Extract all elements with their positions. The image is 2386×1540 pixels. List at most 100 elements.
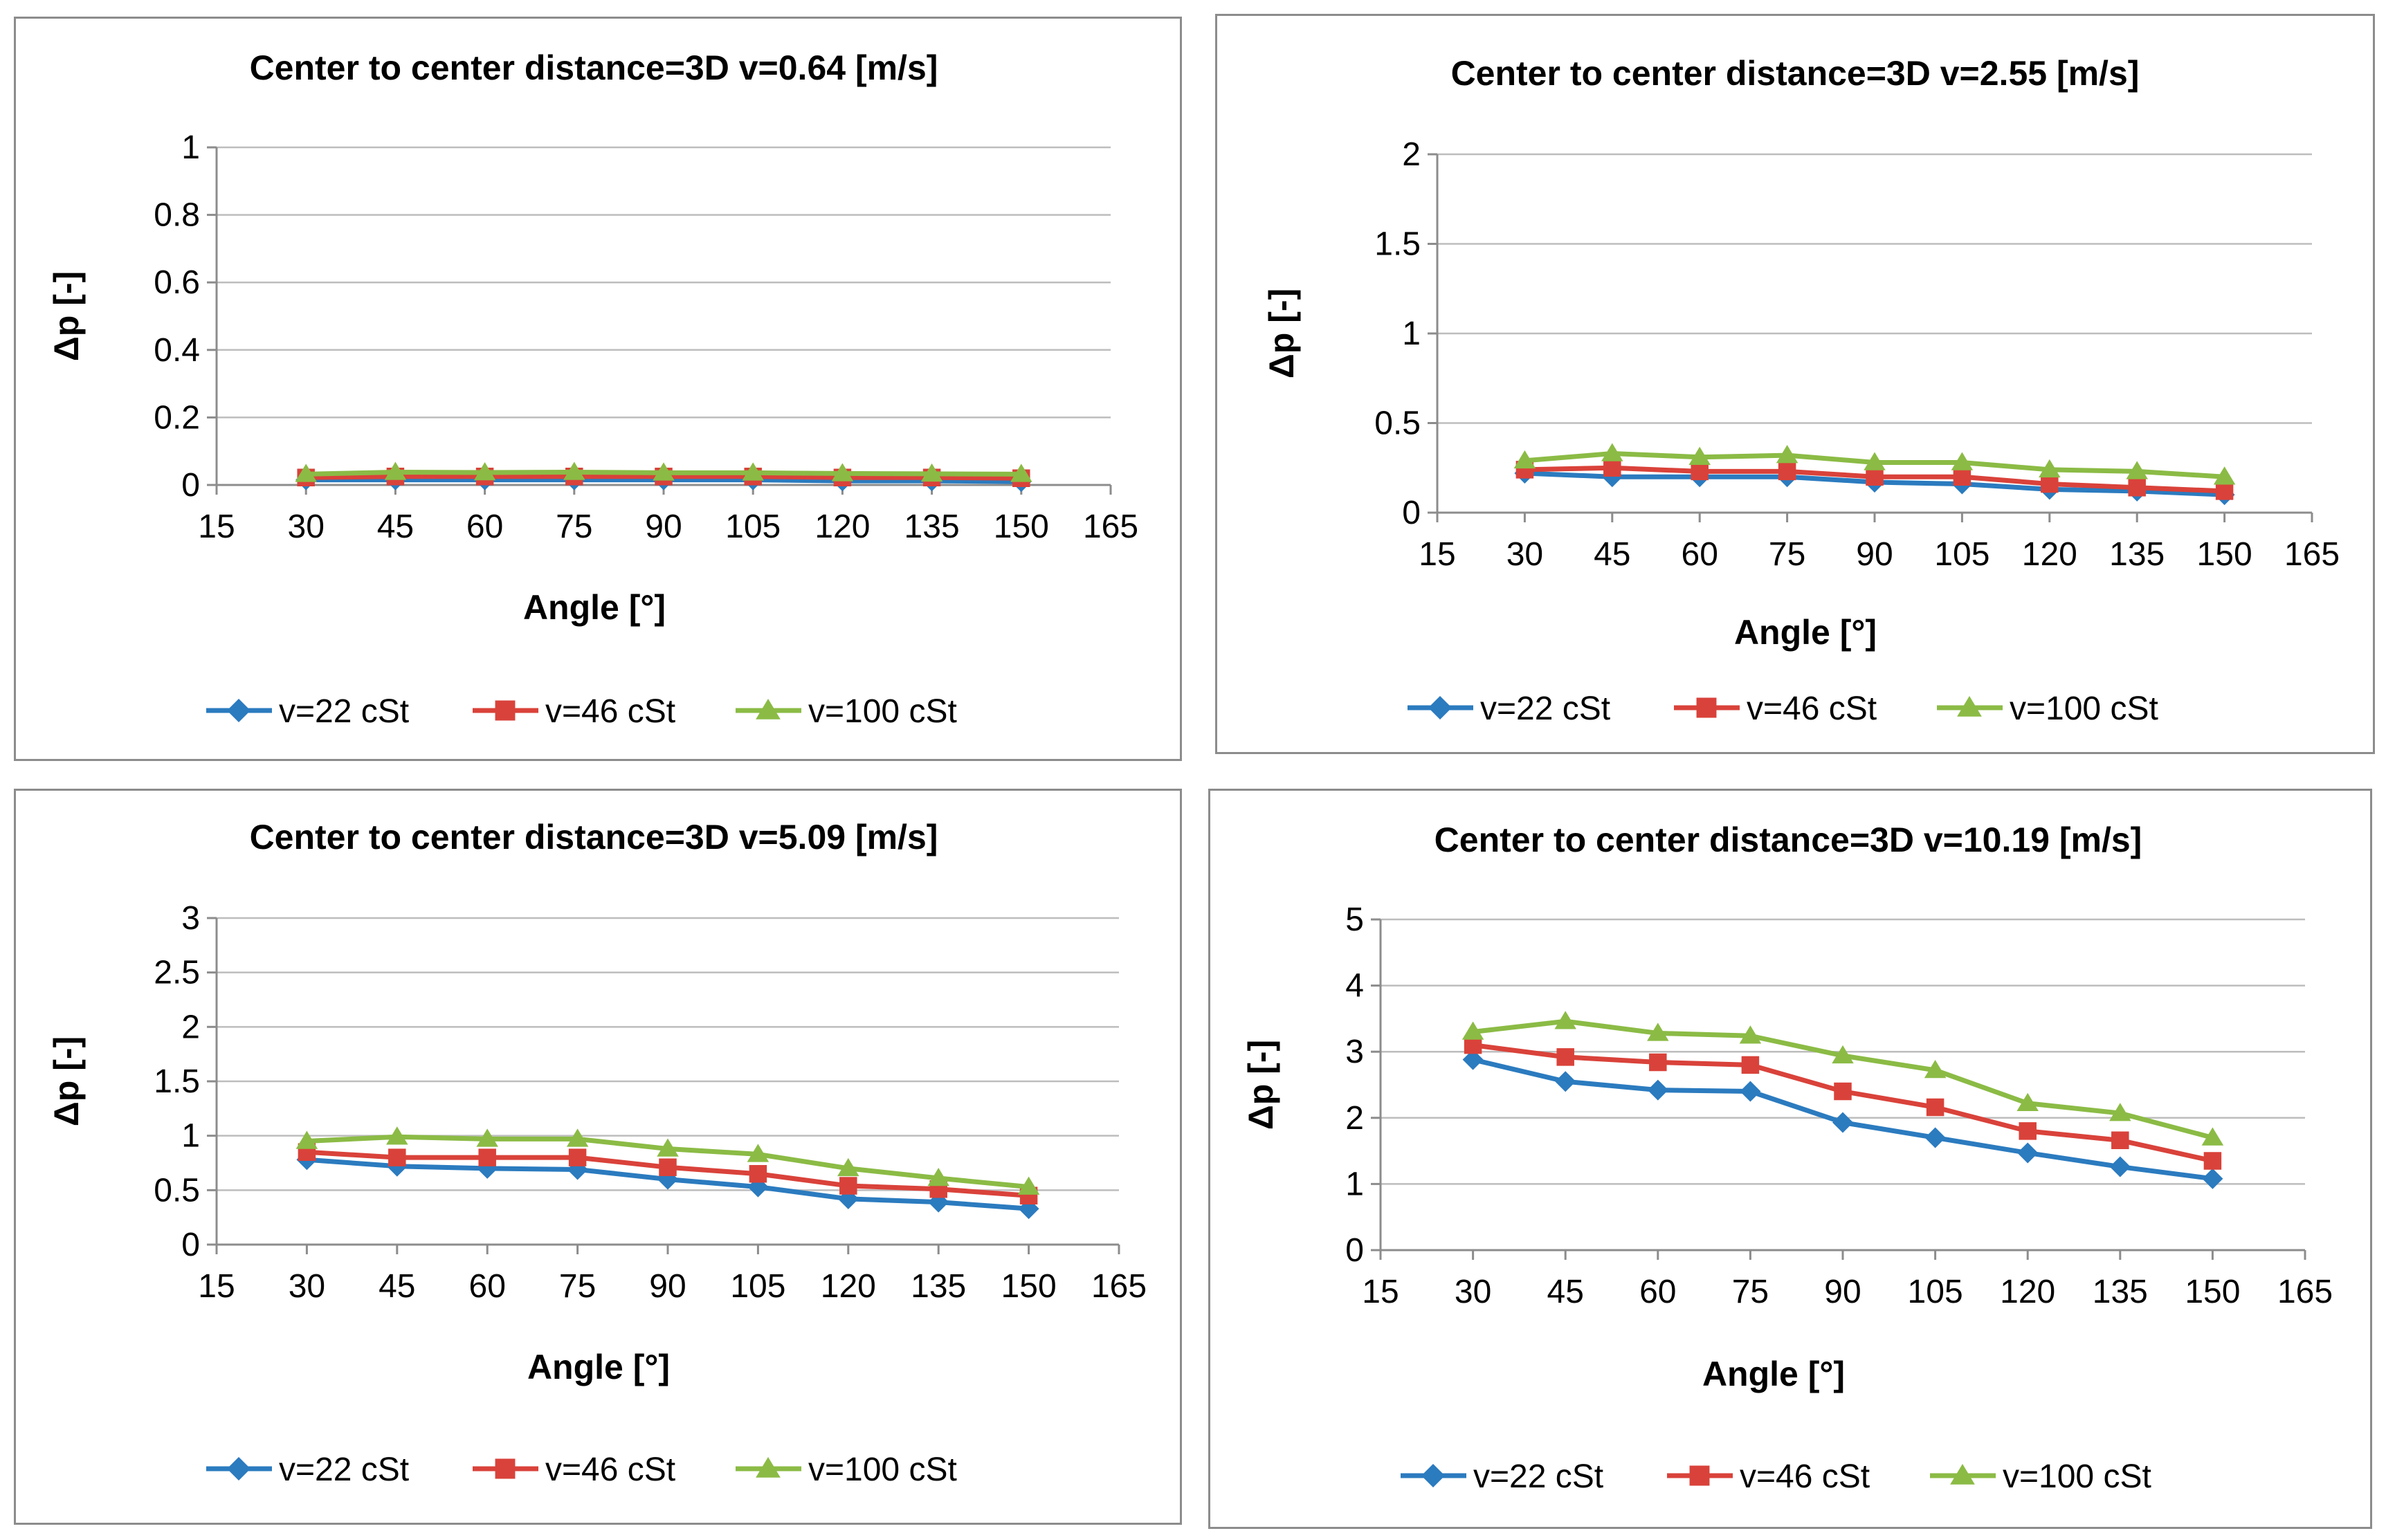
- x-tick-label: 150: [1001, 1268, 1057, 1305]
- legend-label: v=46 cSt: [545, 1451, 675, 1488]
- x-tick-label: 90: [645, 508, 682, 545]
- y-tick-label: 1: [1402, 315, 1421, 352]
- data-point-square: [2128, 478, 2146, 497]
- x-axis-title: Angle [°]: [527, 1348, 670, 1386]
- x-tick-label: 75: [1769, 536, 1805, 573]
- legend-marker-square: [495, 1458, 516, 1479]
- y-tick-label: 2: [181, 1009, 200, 1045]
- data-point-triangle: [927, 1168, 949, 1186]
- y-tick-label: 0.5: [154, 1172, 200, 1209]
- x-axis-title: Angle [°]: [523, 588, 666, 627]
- data-point-triangle: [2213, 466, 2236, 485]
- data-point-diamond: [747, 1176, 769, 1198]
- data-point-triangle: [831, 463, 854, 482]
- data-point-square: [2019, 1122, 2037, 1140]
- chart-2-svg: Center to center distance=3D v=2.55 [m/s…: [1262, 54, 2340, 727]
- chart-panel-4: Center to center distance=3D v=10.19 [m/…: [1208, 789, 2372, 1529]
- data-point-square: [1926, 1098, 1945, 1117]
- y-tick-label: 1: [1345, 1166, 1364, 1202]
- data-point-square: [1649, 1053, 1667, 1072]
- legend-label: v=100 cSt: [808, 693, 957, 730]
- data-point-diamond: [2017, 1142, 2039, 1164]
- x-tick-label: 90: [649, 1268, 686, 1305]
- data-point-square: [1556, 1048, 1574, 1066]
- data-point-triangle: [1951, 452, 1974, 470]
- x-tick-label: 105: [1908, 1274, 1963, 1310]
- y-tick-label: 0: [1345, 1232, 1364, 1269]
- data-point-diamond: [837, 1188, 859, 1209]
- chart-3-svg: Center to center distance=3D v=5.09 [m/s…: [47, 818, 1147, 1488]
- x-tick-label: 105: [730, 1268, 785, 1305]
- legend-label: v=22 cSt: [279, 693, 409, 730]
- data-point-triangle: [2126, 461, 2148, 479]
- legend-marker-square: [1696, 697, 1717, 718]
- data-point-triangle: [837, 1157, 859, 1177]
- x-tick-label: 135: [2093, 1274, 2148, 1310]
- y-tick-label: 0.2: [154, 399, 200, 436]
- data-point-square: [2111, 1131, 2129, 1150]
- x-tick-label: 105: [725, 508, 781, 545]
- y-tick-label: 0.4: [154, 332, 200, 369]
- data-point-triangle: [657, 1138, 679, 1157]
- y-tick-label: 1: [181, 1118, 200, 1155]
- y-tick-label: 1.5: [154, 1063, 200, 1100]
- y-axis-title: Δp [-]: [1241, 1040, 1280, 1130]
- data-point-square: [478, 1148, 496, 1166]
- x-tick-label: 165: [1083, 508, 1138, 545]
- data-point-triangle: [1739, 1025, 1762, 1044]
- x-tick-label: 90: [1824, 1274, 1861, 1310]
- legend-marker-triangle: [1950, 1464, 1975, 1485]
- legend-label: v=46 cSt: [1747, 690, 1877, 727]
- data-point-square: [839, 1177, 857, 1195]
- data-point-square: [1691, 462, 1709, 481]
- x-tick-label: 165: [1091, 1268, 1147, 1305]
- data-point-triangle: [920, 463, 943, 482]
- x-tick-label: 45: [377, 508, 414, 545]
- x-tick-label: 120: [814, 508, 870, 545]
- legend-marker-diamond: [1428, 696, 1452, 719]
- data-point-diamond: [1924, 1127, 1946, 1148]
- x-axis-title: Angle [°]: [1702, 1355, 1845, 1393]
- x-tick-label: 75: [556, 508, 592, 545]
- x-tick-label: 135: [911, 1268, 966, 1305]
- legend-label: v=22 cSt: [279, 1451, 409, 1488]
- x-tick-label: 45: [379, 1268, 415, 1305]
- data-point-diamond: [2109, 1156, 2131, 1177]
- y-tick-label: 0: [1402, 495, 1421, 531]
- y-tick-label: 2: [1345, 1100, 1364, 1137]
- data-point-triangle: [1010, 464, 1032, 482]
- legend-label: v=22 cSt: [1480, 690, 1610, 727]
- data-point-triangle: [1554, 1011, 1576, 1029]
- data-point-diamond: [1555, 1071, 1576, 1092]
- x-tick-label: 135: [904, 508, 960, 545]
- legend-marker-square: [495, 700, 516, 721]
- data-point-triangle: [1688, 446, 1711, 465]
- legend-label: v=100 cSt: [2010, 690, 2158, 727]
- x-tick-label: 30: [1506, 536, 1543, 573]
- data-point-square: [1464, 1036, 1482, 1054]
- x-tick-label: 105: [1934, 536, 1989, 573]
- legend-label: v=46 cSt: [545, 693, 675, 730]
- legend-label: v=46 cSt: [1740, 1458, 1870, 1495]
- chart-4-svg: Center to center distance=3D v=10.19 [m/…: [1241, 821, 2333, 1495]
- data-point-triangle: [742, 462, 764, 481]
- data-point-square: [388, 1148, 406, 1166]
- data-point-triangle: [2109, 1103, 2131, 1121]
- x-tick-label: 150: [994, 508, 1049, 545]
- data-point-square: [1603, 459, 1621, 477]
- data-point-triangle: [747, 1144, 769, 1162]
- data-point-triangle: [2201, 1127, 2224, 1146]
- data-point-diamond: [1832, 1112, 1853, 1133]
- legend-label: v=100 cSt: [808, 1451, 957, 1488]
- x-tick-label: 120: [2022, 536, 2077, 573]
- x-tick-label: 45: [1594, 536, 1630, 573]
- y-tick-label: 0: [181, 1227, 200, 1263]
- x-axis-title: Angle [°]: [1734, 613, 1877, 652]
- data-point-triangle: [1864, 452, 1886, 470]
- y-tick-label: 1.5: [1374, 226, 1421, 263]
- y-tick-label: 0.6: [154, 264, 200, 301]
- x-tick-label: 120: [821, 1268, 876, 1305]
- legend-marker-square: [1689, 1465, 1710, 1486]
- data-point-triangle: [1513, 450, 1536, 469]
- legend-marker-diamond: [227, 1457, 251, 1481]
